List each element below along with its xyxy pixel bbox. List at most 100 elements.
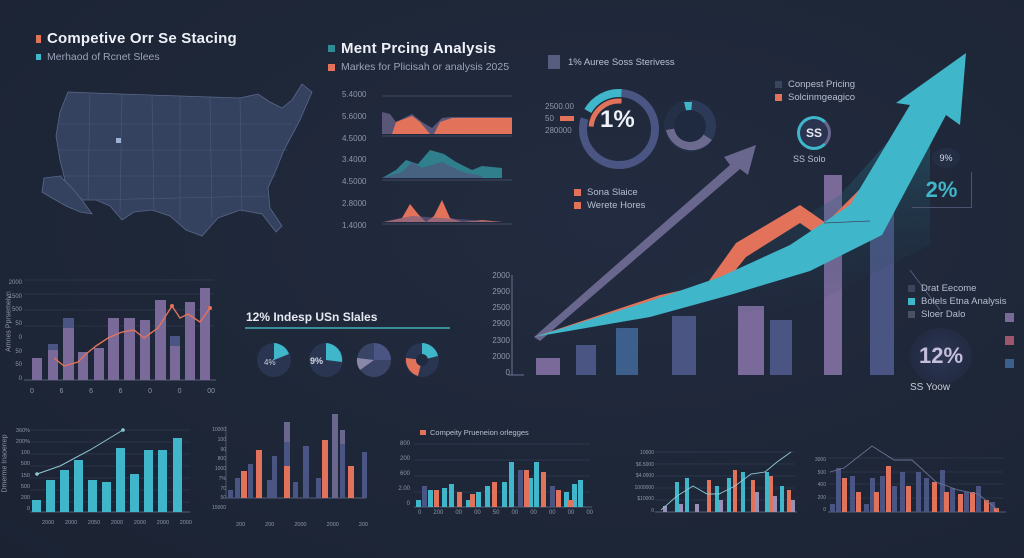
map-panel: Competive Orr Se Stacing Merhaod of Rcne… — [36, 30, 326, 240]
right1-y-axis: 10000 $6.5000 $4.0000 1000000 $10000 0 — [630, 450, 654, 514]
combo-x-axis: 0 6 6 6 0 0 00 — [30, 388, 215, 395]
legend-label: Sona Slaice — [587, 187, 638, 198]
legend-swatch — [775, 94, 782, 101]
donut-panel-title: 1% Auree Soss Sterivess — [548, 55, 675, 69]
y-tick: 50 — [15, 321, 22, 328]
y-tick: 800 — [217, 456, 226, 463]
y-tick: 200 — [20, 494, 30, 501]
x-tick: 00 — [548, 510, 556, 516]
y-tick: 100 — [20, 450, 30, 457]
legend-item: Sloer Dalo — [908, 308, 1007, 321]
y-tick: 2000 — [492, 271, 510, 280]
y-tick: 1.4000 — [342, 220, 367, 230]
pricing-panel: Ment Prcing Analysis Markes for Plicisah… — [328, 40, 538, 73]
right-pct: 12% — [918, 343, 964, 368]
y-tick: 0 — [505, 367, 510, 377]
x-tick: 00 — [474, 510, 481, 516]
y-tick: 2000 — [492, 351, 510, 361]
legend-swatch — [574, 189, 581, 196]
growth-y-axis: 2000 2900 2500 2900 2300 2000 0 — [482, 271, 510, 377]
y-tick: 2900 — [492, 287, 510, 297]
y-tick: 500 — [20, 461, 30, 468]
legend-swatch — [908, 298, 915, 305]
growth-legend: Conpest Pricing Solcinmgeagico — [775, 78, 855, 104]
legend-swatch — [908, 311, 915, 318]
x-tick: 6 — [89, 388, 93, 395]
small-pct: 9% — [939, 153, 953, 163]
title-marker — [328, 45, 335, 52]
bottom-mixed-chart — [225, 414, 367, 499]
donut-chart — [578, 89, 659, 169]
y-tick: $10000 — [637, 496, 654, 503]
y-tick: 50 — [15, 348, 22, 355]
y-tick: 800 — [399, 441, 410, 447]
x-tick: 2000 — [64, 520, 78, 526]
side-label: 50 — [545, 114, 554, 123]
bar — [770, 320, 792, 375]
y-tick: 200 — [817, 494, 826, 501]
x-tick: 6 — [118, 388, 123, 395]
pie-row — [257, 343, 439, 377]
x-tick: 2000 — [156, 520, 170, 526]
legend-item: Sona Slaice — [574, 186, 645, 199]
x-tick: 200 — [358, 522, 368, 528]
y-tick: 90 — [220, 446, 226, 453]
x-tick: 00 — [455, 510, 463, 516]
legend-item: Solcinmgeagico — [775, 91, 855, 104]
big-pct-box: 2% — [912, 172, 972, 208]
growth-chart — [508, 53, 966, 376]
x-tick: 2000 — [110, 520, 124, 526]
bar — [536, 358, 560, 375]
donut-legend: Sona Slaice Werete Hores — [574, 186, 645, 212]
x-tick: 0 — [418, 510, 422, 516]
map-title: Competive Orr Se Stacing — [47, 30, 237, 47]
center-chart-title-text: Compeity Prueneion orlegges — [430, 428, 529, 437]
swatch — [1005, 313, 1014, 322]
combo-y-axis: 2000 1500 500 50 0 50 50 0 — [6, 280, 22, 382]
subtitle-marker — [328, 63, 335, 71]
legend-label: Sloer Dalo — [921, 309, 966, 320]
x-tick: 2050 — [87, 520, 101, 526]
pricing-subtitle: Markes for Plicisah or analysis 2025 — [341, 61, 510, 73]
right-caption: SS Yoow — [910, 382, 951, 393]
pricing-y-axis: 5.4000 5.6000 4.5000 3.4000 4.5000 2.800… — [342, 90, 378, 230]
right-legend: Drat Eecome Bolels Etna Analysis Sloer D… — [908, 282, 1007, 321]
pie-label: 9% — [310, 356, 324, 366]
y-tick: 10000 — [212, 427, 226, 433]
legend-swatch — [908, 285, 915, 292]
mixed-y-axis: 10000 100 90 800 1000 7% 70 50 15000 — [206, 427, 226, 511]
teal-x-axis: 2000 2000 2050 2000 2000 2000 2000 — [42, 520, 192, 526]
y-tick: 3000 — [814, 457, 826, 463]
legend-swatch — [775, 81, 782, 88]
swatch — [1005, 359, 1014, 368]
y-tick: 70 — [220, 485, 226, 492]
y-tick: 5.6000 — [342, 111, 367, 121]
donut-center-value: 1% — [600, 106, 635, 133]
x-tick: 2000 — [326, 522, 339, 528]
side-label: 280000 — [545, 126, 572, 135]
legend-label: Drat Eecome — [921, 283, 977, 294]
donut-side-labels: 2500.00 50 280000 — [545, 102, 574, 135]
y-tick: 1000000 — [634, 484, 654, 491]
left-combo-chart — [24, 279, 216, 381]
center-x-axis: 0 200 00 00 50 00 00 00 00 00 — [418, 510, 593, 516]
title-marker — [36, 34, 41, 43]
big-pct: 2% — [925, 176, 958, 202]
pricing-subtitle-row: Markes for Plicisah or analysis 2025 — [328, 61, 538, 73]
map-marker — [116, 138, 121, 143]
ss-badge: SS — [797, 116, 831, 150]
legend-label: Bolels Etna Analysis — [921, 296, 1007, 307]
x-tick: 6 — [59, 388, 64, 395]
y-tick: 5.4000 — [342, 90, 367, 99]
bar — [576, 345, 596, 375]
y-tick: 1000 — [214, 466, 226, 472]
y-tick: 500 — [11, 307, 22, 314]
ss-badge-symbol: SS — [805, 126, 822, 140]
pricing-title-row: Ment Prcing Analysis — [328, 40, 538, 57]
legend-item: Conpest Pricing — [775, 78, 855, 91]
x-tick: 00 — [586, 510, 593, 516]
side-label-row: 50 — [545, 114, 574, 123]
x-tick: 2000 — [179, 520, 192, 526]
y-tick: 600 — [399, 471, 410, 477]
map-subtitle: Merhaod of Rcnet Slees — [47, 51, 160, 63]
